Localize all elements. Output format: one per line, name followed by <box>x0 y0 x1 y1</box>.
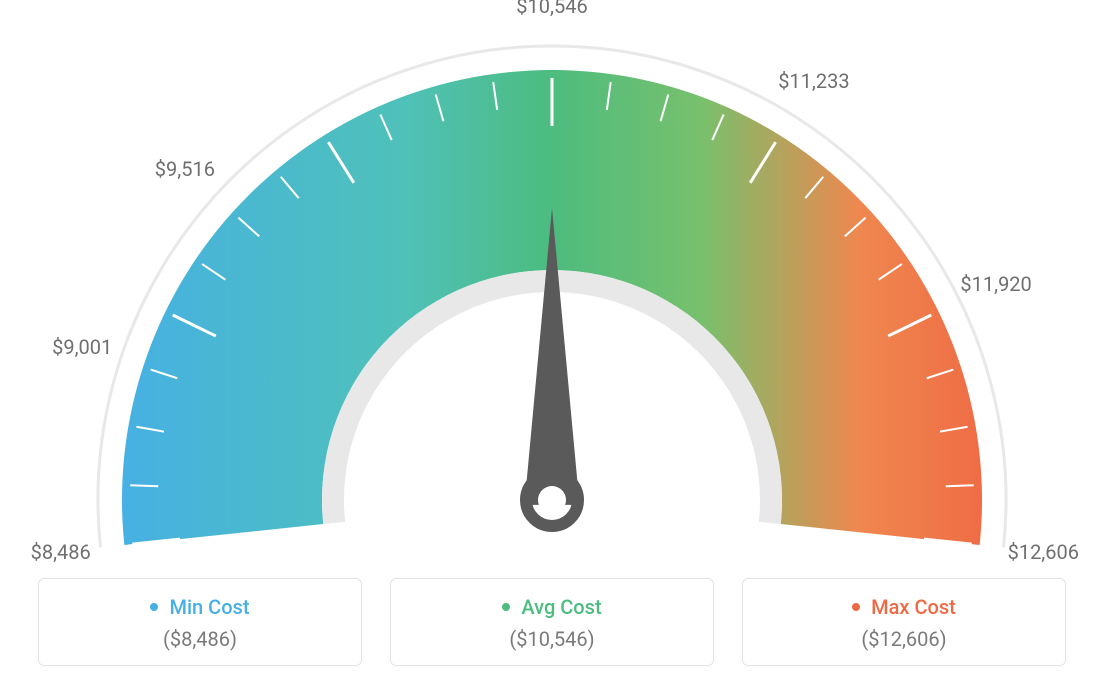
legend-avg-title: Avg Cost <box>401 595 703 619</box>
legend-min-value: ($8,486) <box>49 627 351 651</box>
legend-card-avg: Avg Cost ($10,546) <box>390 578 714 666</box>
legend-max-bullet <box>852 603 860 611</box>
legend-avg-bullet <box>502 603 510 611</box>
legend-row: Min Cost ($8,486) Avg Cost ($10,546) Max… <box>38 578 1066 666</box>
legend-max-value: ($12,606) <box>753 627 1055 651</box>
legend-avg-value: ($10,546) <box>401 627 703 651</box>
gauge-tick-label: $8,486 <box>31 540 91 564</box>
legend-max-title: Max Cost <box>753 595 1055 619</box>
gauge-tick-label: $9,516 <box>155 157 215 181</box>
gauge-tick-label: $10,546 <box>516 0 587 18</box>
legend-card-min: Min Cost ($8,486) <box>38 578 362 666</box>
legend-max-label: Max Cost <box>871 595 956 619</box>
legend-min-bullet <box>150 603 158 611</box>
legend-min-title: Min Cost <box>49 595 351 619</box>
gauge-chart: $8,486$9,001$9,516$10,546$11,233$11,920$… <box>0 0 1104 560</box>
legend-card-max: Max Cost ($12,606) <box>742 578 1066 666</box>
gauge-tick-label: $9,001 <box>52 335 112 359</box>
gauge-tick-label: $11,920 <box>960 272 1031 296</box>
gauge-tick-label: $11,233 <box>778 69 849 93</box>
legend-min-label: Min Cost <box>169 595 249 619</box>
gauge-tick-label: $12,606 <box>1008 540 1079 564</box>
gauge-svg <box>0 0 1104 560</box>
legend-avg-label: Avg Cost <box>521 595 601 619</box>
